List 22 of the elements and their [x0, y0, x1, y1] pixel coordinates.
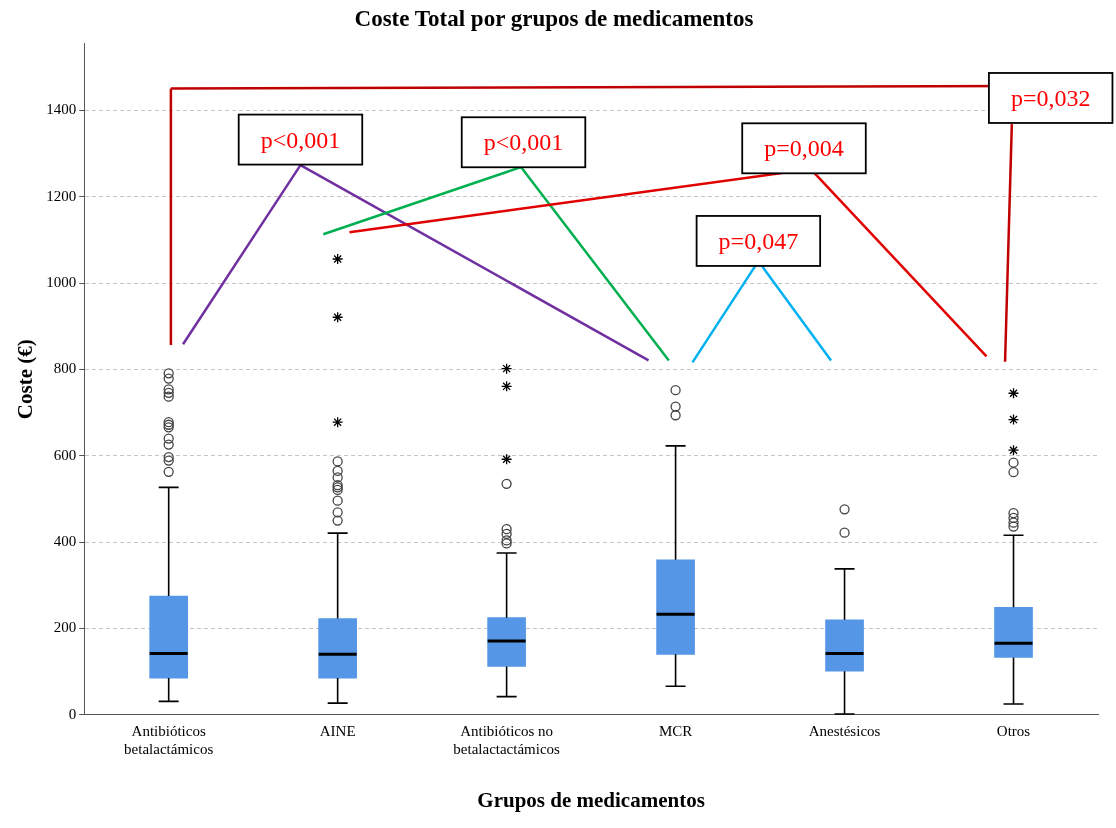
y-tick-label: 1000 — [46, 274, 77, 291]
annotation: p=0,004 — [764, 135, 844, 162]
x-tick-label: Antibióticos betalactámicos — [124, 722, 214, 757]
annotation: p<0,001 — [483, 129, 564, 156]
x-tick-label: MCR — [658, 722, 693, 739]
x-tick-label: Antibióticos no betalactactámicos — [453, 722, 561, 757]
annotation: p=0,047 — [718, 227, 799, 254]
y-tick-label: 400 — [53, 533, 77, 550]
x-axis-title: Grupos de medicamentos — [477, 787, 705, 812]
y-axis-title: Coste (€) — [13, 339, 38, 420]
chart-title: Coste Total por grupos de medicamentos — [354, 5, 754, 31]
y-tick-label: 600 — [53, 446, 77, 463]
y-tick-label: 1200 — [46, 187, 77, 204]
y-tick-label: 800 — [53, 360, 77, 377]
x-tick-label: Anestésicos — [808, 722, 881, 739]
y-tick-label: 200 — [53, 619, 77, 636]
y-tick-label: 1400 — [46, 101, 77, 118]
annotation: p=0,032 — [1010, 84, 1091, 111]
x-tick-label: Otros — [996, 722, 1031, 739]
annotation: p<0,001 — [260, 126, 341, 153]
y-tick-label: 0 — [68, 705, 77, 722]
x-tick-label: AINE — [319, 722, 356, 739]
